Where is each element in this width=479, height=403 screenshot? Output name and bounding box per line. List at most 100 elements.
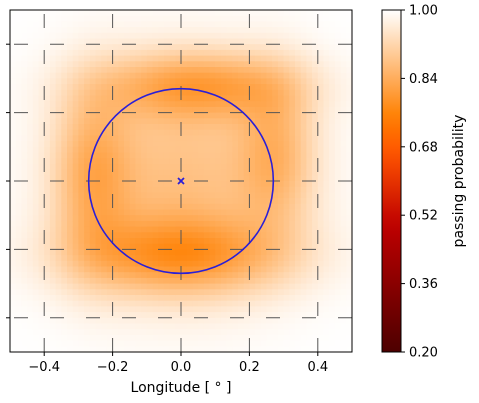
heatmap-cell — [323, 101, 330, 108]
heatmap-cell — [84, 238, 91, 245]
heatmap-cell — [118, 295, 125, 302]
heatmap-cell — [249, 334, 256, 342]
heatmap-cell — [329, 169, 336, 176]
heatmap-cell — [220, 21, 228, 28]
heatmap-cell — [118, 346, 125, 353]
heatmap-cell — [306, 72, 313, 79]
heatmap-cell — [295, 289, 302, 296]
heatmap-cell — [186, 146, 193, 154]
heatmap-cell — [55, 15, 62, 22]
heatmap-cell — [15, 209, 22, 216]
heatmap-cell — [106, 89, 114, 97]
heatmap-cell — [243, 49, 250, 57]
heatmap-cell — [44, 38, 51, 45]
heatmap-cell — [317, 124, 325, 131]
heatmap-cell — [135, 226, 142, 233]
heatmap-cell — [329, 15, 336, 22]
heatmap-cell — [152, 317, 159, 325]
heatmap-cell — [44, 78, 51, 85]
heatmap-cell — [329, 152, 336, 159]
heatmap-cell — [10, 124, 17, 131]
heatmap-cell — [277, 215, 285, 222]
heatmap-cell — [295, 67, 302, 74]
heatmap-cell — [21, 334, 28, 342]
heatmap-cell — [300, 10, 307, 17]
heatmap-cell — [334, 106, 342, 114]
x-tick-label: −0.2 — [97, 360, 129, 375]
heatmap-cell — [340, 232, 347, 239]
heatmap-cell — [266, 334, 273, 342]
heatmap-cell — [163, 220, 171, 228]
heatmap-cell — [283, 175, 290, 182]
heatmap-cell — [232, 61, 239, 68]
heatmap-cell — [317, 84, 325, 91]
heatmap-cell — [340, 226, 347, 233]
heatmap-cell — [340, 203, 347, 211]
heatmap-cell — [215, 169, 222, 176]
heatmap-cell — [312, 44, 319, 51]
heatmap-cell — [295, 209, 302, 216]
heatmap-cell — [152, 323, 159, 330]
heatmap-cell — [61, 169, 68, 176]
heatmap-cell — [61, 15, 68, 22]
heatmap-cell — [215, 312, 222, 319]
heatmap-cell — [215, 175, 222, 182]
heatmap-cell — [306, 220, 313, 228]
heatmap-cell — [175, 95, 182, 102]
heatmap-cell — [283, 10, 290, 17]
heatmap-cell — [323, 266, 330, 273]
heatmap-cell — [243, 209, 250, 216]
heatmap-cell — [198, 209, 205, 216]
heatmap-cell — [32, 192, 40, 199]
heatmap-cell — [101, 44, 108, 51]
heatmap-cell — [300, 289, 307, 296]
heatmap-cell — [340, 220, 347, 228]
heatmap-cell — [10, 300, 17, 307]
heatmap-cell — [89, 129, 97, 136]
heatmap-cell — [124, 106, 131, 114]
heatmap-cell — [38, 27, 45, 34]
heatmap-cell — [32, 238, 40, 245]
heatmap-cell — [72, 55, 79, 62]
heatmap-cell — [306, 266, 313, 273]
heatmap-cell — [255, 78, 262, 85]
heatmap-cell — [61, 209, 68, 216]
heatmap-cell — [163, 186, 171, 193]
heatmap-cell — [209, 312, 216, 319]
heatmap-cell — [283, 289, 290, 296]
heatmap-cell — [78, 146, 85, 154]
heatmap-cell — [15, 226, 22, 233]
heatmap-cell — [44, 55, 51, 62]
heatmap-cell — [124, 300, 131, 307]
heatmap-cell — [312, 106, 319, 114]
heatmap-cell — [198, 317, 205, 325]
heatmap-cell — [283, 84, 290, 91]
heatmap-cell — [106, 209, 114, 216]
heatmap-cell — [129, 175, 136, 182]
heatmap-cell — [186, 295, 193, 302]
heatmap-cell — [346, 300, 353, 307]
heatmap-cell — [32, 21, 40, 28]
heatmap-cell — [283, 312, 290, 319]
heatmap-cell — [84, 95, 91, 102]
heatmap-cell — [135, 27, 142, 34]
heatmap-cell — [255, 72, 262, 79]
heatmap-cell — [203, 317, 211, 325]
heatmap-cell — [152, 232, 159, 239]
heatmap-cell — [198, 135, 205, 142]
heatmap-cell — [272, 312, 279, 319]
heatmap-cell — [300, 44, 307, 51]
heatmap-cell — [323, 215, 330, 222]
heatmap-cell — [118, 15, 125, 22]
heatmap-cell — [135, 215, 142, 222]
heatmap-cell — [209, 84, 216, 91]
heatmap-cell — [334, 300, 342, 307]
heatmap-cell — [334, 340, 342, 347]
heatmap-cell — [192, 163, 199, 171]
heatmap-cell — [329, 186, 336, 193]
heatmap-cell — [317, 112, 325, 119]
heatmap-cell — [295, 106, 302, 114]
heatmap-cell — [232, 203, 239, 211]
heatmap-cell — [84, 209, 91, 216]
heatmap-cell — [220, 89, 228, 97]
